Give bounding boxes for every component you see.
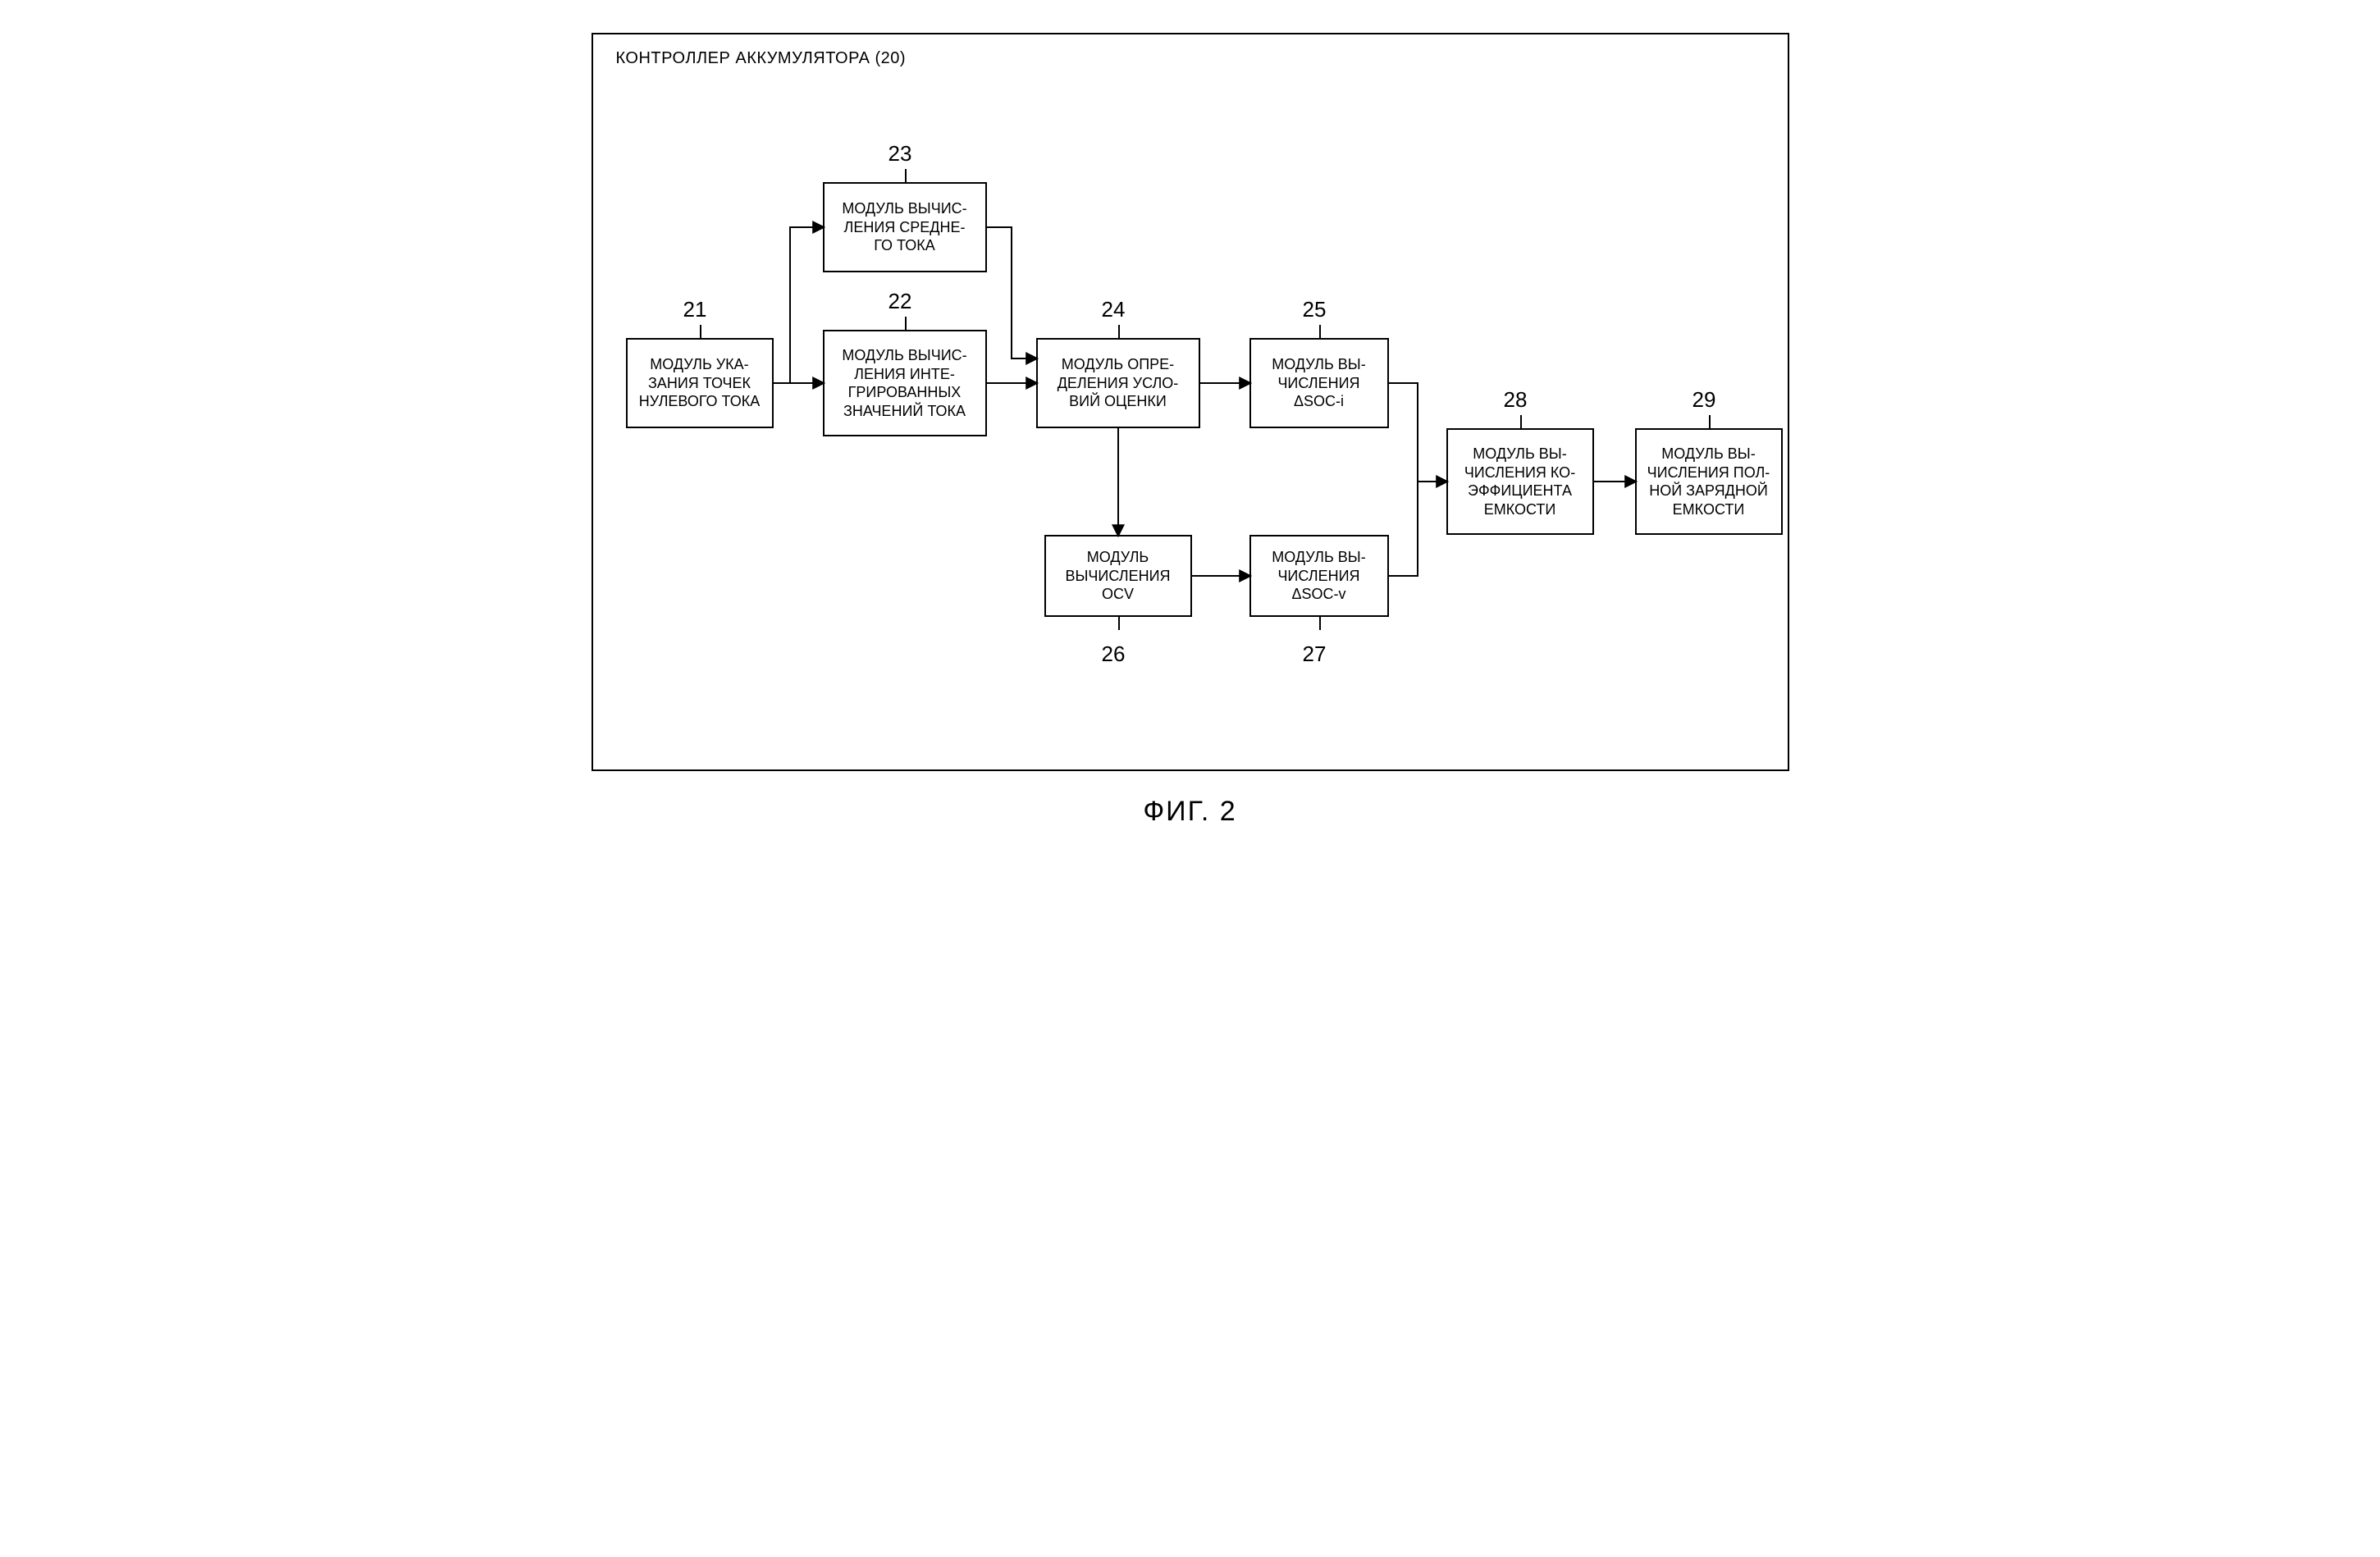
- controller-frame: КОНТРОЛЛЕР АККУМУЛЯТОРА (20) 21 МОДУЛЬ У…: [592, 33, 1789, 771]
- node-27-label: МОДУЛЬ ВЫ-ЧИСЛЕНИЯΔSOC-v: [1272, 548, 1365, 604]
- node-27-number: 27: [1303, 642, 1327, 667]
- edge-n25-n28: [1389, 383, 1446, 482]
- node-21-tick: [700, 325, 701, 338]
- node-28-label: МОДУЛЬ ВЫ-ЧИСЛЕНИЯ КО-ЭФФИЦИЕНТАЕМКОСТИ: [1464, 445, 1575, 518]
- node-27-box: МОДУЛЬ ВЫ-ЧИСЛЕНИЯΔSOC-v: [1249, 535, 1389, 617]
- node-24-tick: [1118, 325, 1120, 338]
- figure-caption: ФИГ. 2: [33, 796, 2347, 828]
- edge-n21-n23: [790, 227, 823, 383]
- node-26-box: МОДУЛЬВЫЧИСЛЕНИЯOCV: [1044, 535, 1192, 617]
- node-24-label: МОДУЛЬ ОПРЕ-ДЕЛЕНИЯ УСЛО-ВИЙ ОЦЕНКИ: [1058, 355, 1179, 411]
- edge-n23-n24: [987, 227, 1036, 358]
- node-23-box: МОДУЛЬ ВЫЧИС-ЛЕНИЯ СРЕДНЕ-ГО ТОКА: [823, 182, 987, 272]
- node-21-box: МОДУЛЬ УКА-ЗАНИЯ ТОЧЕКНУЛЕВОГО ТОКА: [626, 338, 774, 428]
- node-22-label: МОДУЛЬ ВЫЧИС-ЛЕНИЯ ИНТЕ-ГРИРОВАННЫХЗНАЧЕ…: [842, 346, 966, 420]
- edge-n27-n28: [1389, 482, 1418, 576]
- node-21-label: МОДУЛЬ УКА-ЗАНИЯ ТОЧЕКНУЛЕВОГО ТОКА: [639, 355, 760, 411]
- node-26-label: МОДУЛЬВЫЧИСЛЕНИЯOCV: [1065, 548, 1170, 604]
- node-25-tick: [1319, 325, 1321, 338]
- node-27-tick: [1319, 617, 1321, 630]
- node-24-number: 24: [1102, 297, 1126, 322]
- node-25-number: 25: [1303, 297, 1327, 322]
- node-29-label: МОДУЛЬ ВЫ-ЧИСЛЕНИЯ ПОЛ-НОЙ ЗАРЯДНОЙЕМКОС…: [1647, 445, 1770, 518]
- node-29-tick: [1709, 415, 1711, 428]
- node-29-number: 29: [1692, 387, 1716, 413]
- node-29-box: МОДУЛЬ ВЫ-ЧИСЛЕНИЯ ПОЛ-НОЙ ЗАРЯДНОЙЕМКОС…: [1635, 428, 1783, 535]
- node-22-number: 22: [889, 289, 912, 314]
- node-23-tick: [905, 169, 907, 182]
- frame-title: КОНТРОЛЛЕР АККУМУЛЯТОРА (20): [616, 49, 907, 68]
- node-24-box: МОДУЛЬ ОПРЕ-ДЕЛЕНИЯ УСЛО-ВИЙ ОЦЕНКИ: [1036, 338, 1200, 428]
- node-22-box: МОДУЛЬ ВЫЧИС-ЛЕНИЯ ИНТЕ-ГРИРОВАННЫХЗНАЧЕ…: [823, 330, 987, 436]
- node-23-number: 23: [889, 141, 912, 167]
- node-25-label: МОДУЛЬ ВЫ-ЧИСЛЕНИЯΔSOC-i: [1272, 355, 1365, 411]
- node-23-label: МОДУЛЬ ВЫЧИС-ЛЕНИЯ СРЕДНЕ-ГО ТОКА: [842, 199, 966, 255]
- node-26-number: 26: [1102, 642, 1126, 667]
- node-21-number: 21: [683, 297, 707, 322]
- node-26-tick: [1118, 617, 1120, 630]
- node-28-tick: [1520, 415, 1522, 428]
- node-22-tick: [905, 317, 907, 330]
- node-28-number: 28: [1504, 387, 1528, 413]
- node-28-box: МОДУЛЬ ВЫ-ЧИСЛЕНИЯ КО-ЭФФИЦИЕНТАЕМКОСТИ: [1446, 428, 1594, 535]
- node-25-box: МОДУЛЬ ВЫ-ЧИСЛЕНИЯΔSOC-i: [1249, 338, 1389, 428]
